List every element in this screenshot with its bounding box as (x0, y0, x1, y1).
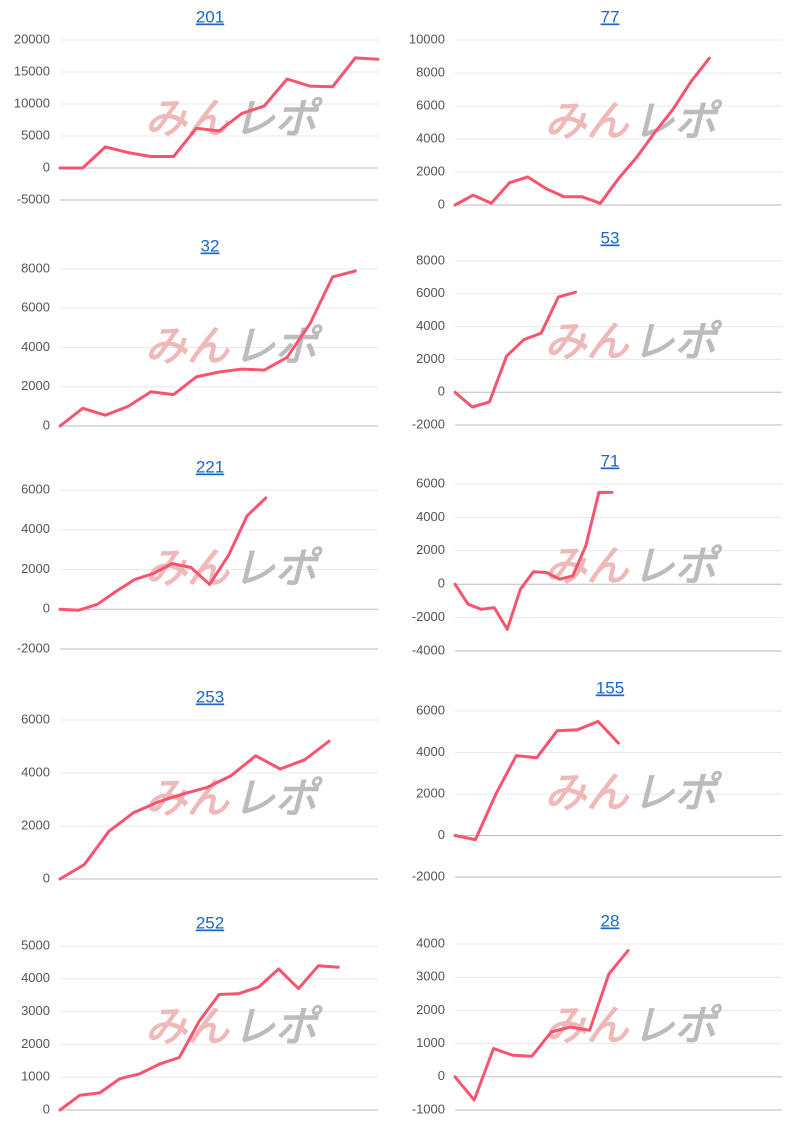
watermark: レポ (633, 1002, 723, 1049)
y-tick-label: -2000 (412, 609, 445, 624)
y-tick-label: 2000 (416, 542, 445, 557)
watermark: みん (544, 1002, 630, 1049)
y-tick-label: 0 (438, 384, 445, 399)
y-tick-label: 4000 (21, 764, 50, 779)
watermark: みん (544, 543, 630, 590)
chart-title[interactable]: 77 (601, 7, 620, 26)
y-tick-label: 8000 (21, 260, 50, 275)
y-tick-label: 2000 (416, 163, 445, 178)
y-tick-label: 4000 (416, 509, 445, 524)
y-tick-label: 2000 (416, 785, 445, 800)
y-tick-label: 6000 (21, 711, 50, 726)
line (58, 56, 380, 170)
y-tick-label: 2000 (21, 561, 50, 576)
y-tick-label: 15000 (14, 63, 50, 78)
line (453, 56, 711, 207)
y-tick-label: 5000 (21, 937, 50, 952)
watermark: みん (544, 318, 630, 365)
watermark: レポ (633, 543, 723, 590)
y-tick-label: -2000 (412, 868, 445, 883)
y-tick-label: 6000 (21, 481, 50, 496)
y-tick-label: 0 (43, 159, 50, 174)
watermark: レポ (633, 98, 723, 145)
watermark: レポ (633, 318, 723, 365)
line (58, 269, 357, 428)
y-tick-label: 5000 (21, 127, 50, 142)
y-tick-label: 0 (43, 417, 50, 432)
y-tick-label: 0 (438, 827, 445, 842)
y-tick-label: 2000 (21, 378, 50, 393)
y-tick-label: 6000 (21, 300, 50, 315)
y-tick-label: 8000 (416, 252, 445, 267)
line (453, 290, 577, 409)
watermark: レポ (233, 1003, 323, 1050)
y-tick-label: 4000 (21, 970, 50, 985)
y-tick-label: 0 (43, 1101, 50, 1116)
y-tick-label: 6000 (416, 97, 445, 112)
y-tick-label: 0 (438, 196, 445, 211)
line (58, 739, 331, 881)
y-tick-label: 4000 (416, 130, 445, 145)
y-tick-label: 6000 (416, 285, 445, 300)
y-tick-label: 1000 (21, 1069, 50, 1084)
y-tick-label: -5000 (17, 191, 50, 206)
y-tick-label: 2000 (21, 1036, 50, 1051)
watermark: レポ (233, 545, 323, 592)
chart-title[interactable]: 221 (196, 457, 224, 476)
chart-title[interactable]: 252 (196, 913, 224, 932)
y-tick-label: 10000 (409, 31, 445, 46)
y-tick-label: 4000 (21, 521, 50, 536)
watermark: レポ (233, 775, 323, 822)
y-tick-label: 3000 (21, 1003, 50, 1018)
line (453, 719, 620, 842)
y-tick-label: 2000 (416, 1002, 445, 1017)
y-tick-label: 2000 (21, 817, 50, 832)
y-tick-label: 4000 (416, 744, 445, 759)
watermark: みん (145, 323, 231, 370)
chart-title[interactable]: 32 (201, 236, 220, 255)
y-tick-label: 6000 (416, 475, 445, 490)
chart-title[interactable]: 71 (601, 451, 620, 470)
y-tick-label: -2000 (17, 640, 50, 655)
y-tick-label: 0 (43, 601, 50, 616)
chart-title[interactable]: 53 (601, 228, 620, 247)
y-tick-label: 0 (438, 576, 445, 591)
y-tick-label: 10000 (14, 95, 50, 110)
y-tick-label: 0 (438, 1068, 445, 1083)
y-tick-label: 1000 (416, 1035, 445, 1050)
y-tick-label: -4000 (412, 642, 445, 657)
y-tick-label: 4000 (416, 318, 445, 333)
y-tick-label: 4000 (21, 339, 50, 354)
watermark: みん (544, 769, 630, 816)
y-tick-label: 3000 (416, 969, 445, 984)
y-tick-label: 8000 (416, 64, 445, 79)
line (453, 490, 614, 631)
y-tick-label: 2000 (416, 351, 445, 366)
y-tick-label: -2000 (412, 416, 445, 431)
y-tick-label: 4000 (416, 935, 445, 950)
y-tick-label: 20000 (14, 31, 50, 46)
watermark: レポ (633, 769, 723, 816)
line (58, 496, 268, 612)
y-tick-label: 0 (43, 870, 50, 885)
chart-title[interactable]: 155 (596, 678, 624, 697)
watermark: みん (544, 98, 630, 145)
watermark: レポ (233, 95, 323, 142)
chart-title[interactable]: 28 (601, 911, 620, 930)
line (58, 964, 340, 1112)
chart-title[interactable]: 201 (196, 7, 224, 26)
line (453, 949, 630, 1102)
chart-title[interactable]: 253 (196, 687, 224, 706)
y-tick-label: -1000 (412, 1101, 445, 1116)
y-tick-label: 6000 (416, 702, 445, 717)
watermark: みん (145, 95, 231, 142)
